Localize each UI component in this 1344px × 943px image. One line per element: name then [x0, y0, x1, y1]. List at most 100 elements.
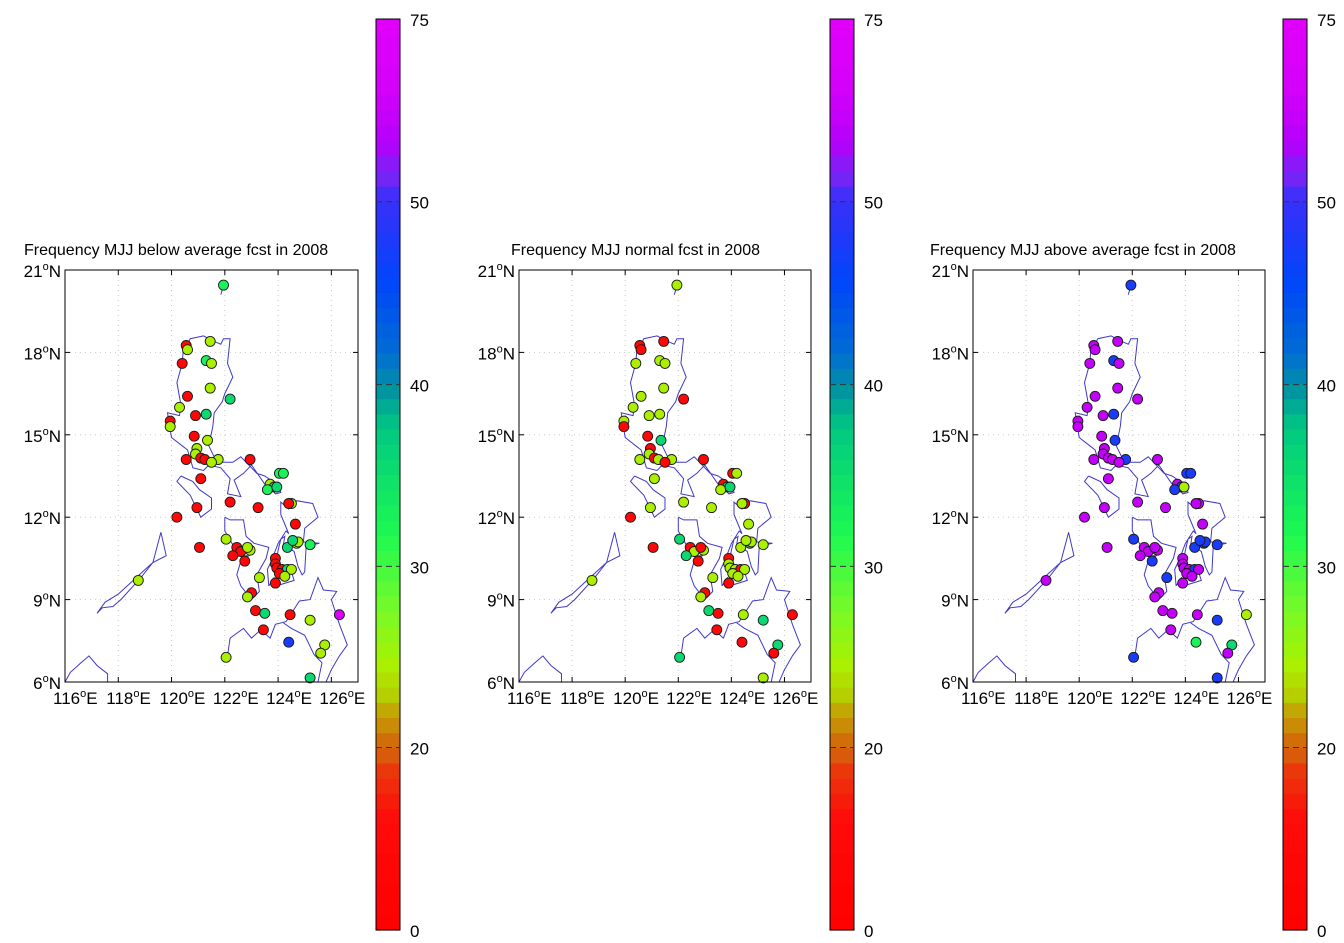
colorbar-band: [830, 292, 854, 309]
station-point: [642, 430, 654, 442]
colorbar-band: [1283, 732, 1307, 749]
colorbar-band: [376, 170, 400, 187]
colorbar-band: [1283, 626, 1307, 643]
colorbar-band: [830, 550, 854, 567]
station-point: [680, 550, 692, 562]
colorbar-band: [376, 64, 400, 81]
station-point: [644, 502, 656, 514]
colorbar-band: [1283, 125, 1307, 142]
colorbar-band: [376, 808, 400, 825]
station-point: [674, 533, 686, 545]
colorbar-band: [830, 656, 854, 673]
colorbar-tick-label: 0: [410, 922, 419, 941]
station-point: [188, 430, 200, 442]
station-point: [1160, 502, 1171, 514]
colorbar-band: [376, 702, 400, 719]
station-point: [659, 456, 671, 468]
colorbar-band: [830, 125, 854, 142]
station-point: [190, 410, 201, 422]
station-point: [659, 357, 671, 369]
colorbar-band: [830, 793, 854, 810]
colorbar-band: [1283, 368, 1307, 384]
colorbar-band: [830, 337, 854, 354]
station-point: [195, 473, 207, 485]
colorbar-band: [376, 261, 400, 278]
colorbar-band: [830, 565, 854, 582]
colorbar-tick-label: 50: [864, 194, 883, 213]
colorbar-band: [376, 793, 400, 810]
colorbar-band: [830, 899, 854, 916]
colorbar-band: [1283, 322, 1307, 339]
y-tick-label: 15oN: [932, 426, 969, 446]
colorbar-band: [1283, 762, 1307, 779]
station-point: [643, 410, 655, 422]
station-point: [736, 498, 748, 509]
y-tick-label: 12oN: [24, 508, 61, 528]
colorbar-band: [830, 231, 854, 248]
coastline-segment: [1074, 335, 1189, 498]
station-point: [1146, 555, 1158, 567]
colorbar-band: [830, 838, 854, 855]
station-point: [634, 454, 646, 465]
station-point: [227, 550, 239, 562]
colorbar-band: [830, 398, 854, 415]
station-point: [715, 484, 727, 496]
coastline-segment: [166, 335, 282, 498]
coastline: [973, 280, 1255, 682]
coastline-segment: [176, 475, 212, 518]
x-tick-label: 126oE: [1226, 688, 1272, 708]
colorbar-band: [830, 762, 854, 779]
colorbar-band: [376, 125, 400, 142]
station-point: [289, 518, 301, 530]
colorbar-band: [830, 459, 854, 476]
station-point: [768, 647, 780, 659]
colorbar-band: [1283, 808, 1307, 825]
station-point: [674, 651, 686, 663]
station-point: [1101, 541, 1113, 553]
coastline-segment: [519, 655, 562, 682]
colorbar-tick-label: 0: [1317, 922, 1326, 941]
station-point: [703, 605, 715, 617]
station-point: [171, 511, 183, 523]
station-point: [1149, 591, 1161, 603]
station-point: [164, 421, 176, 433]
colorbar-band: [376, 762, 400, 779]
station-point: [648, 473, 660, 485]
station-point: [647, 541, 659, 553]
colorbar-band: [1283, 520, 1307, 536]
colorbar-band: [376, 687, 400, 703]
y-tick-label: 9oN: [941, 591, 969, 611]
station-point: [740, 535, 752, 546]
axes-frame: [518, 269, 812, 683]
x-tick-label: 116oE: [961, 688, 1006, 708]
colorbar-band: [830, 444, 854, 460]
station-point: [706, 502, 717, 514]
colorbar-band: [376, 79, 400, 96]
station-point: [194, 541, 205, 553]
y-tick-label: 18oN: [932, 343, 969, 363]
station-point: [284, 609, 296, 621]
station-point: [1098, 502, 1110, 514]
colorbar-band: [376, 231, 400, 248]
colorbar-band: [830, 626, 854, 643]
colorbar-band: [1283, 595, 1307, 612]
colorbar-tick-label: 40: [410, 377, 429, 396]
colorbar-band: [1283, 337, 1307, 354]
station-point: [692, 555, 704, 567]
station-point: [1197, 518, 1209, 530]
colorbar-band: [376, 155, 400, 172]
colorbar-band: [376, 823, 400, 840]
station-point: [1089, 344, 1101, 356]
colorbar-band: [830, 641, 854, 658]
colorbar-band: [1283, 49, 1307, 66]
colorbar-band: [1283, 19, 1307, 35]
colorbar-tick-label: 30: [864, 558, 883, 577]
colorbar-band: [830, 504, 854, 521]
colorbar-band: [1283, 383, 1307, 400]
x-tick-label: 120oE: [613, 688, 659, 708]
colorbar-frame: [829, 18, 855, 931]
colorbar-band: [376, 838, 400, 855]
x-tick-label: 120oE: [160, 688, 206, 708]
y-tick-label: 21oN: [478, 261, 515, 281]
